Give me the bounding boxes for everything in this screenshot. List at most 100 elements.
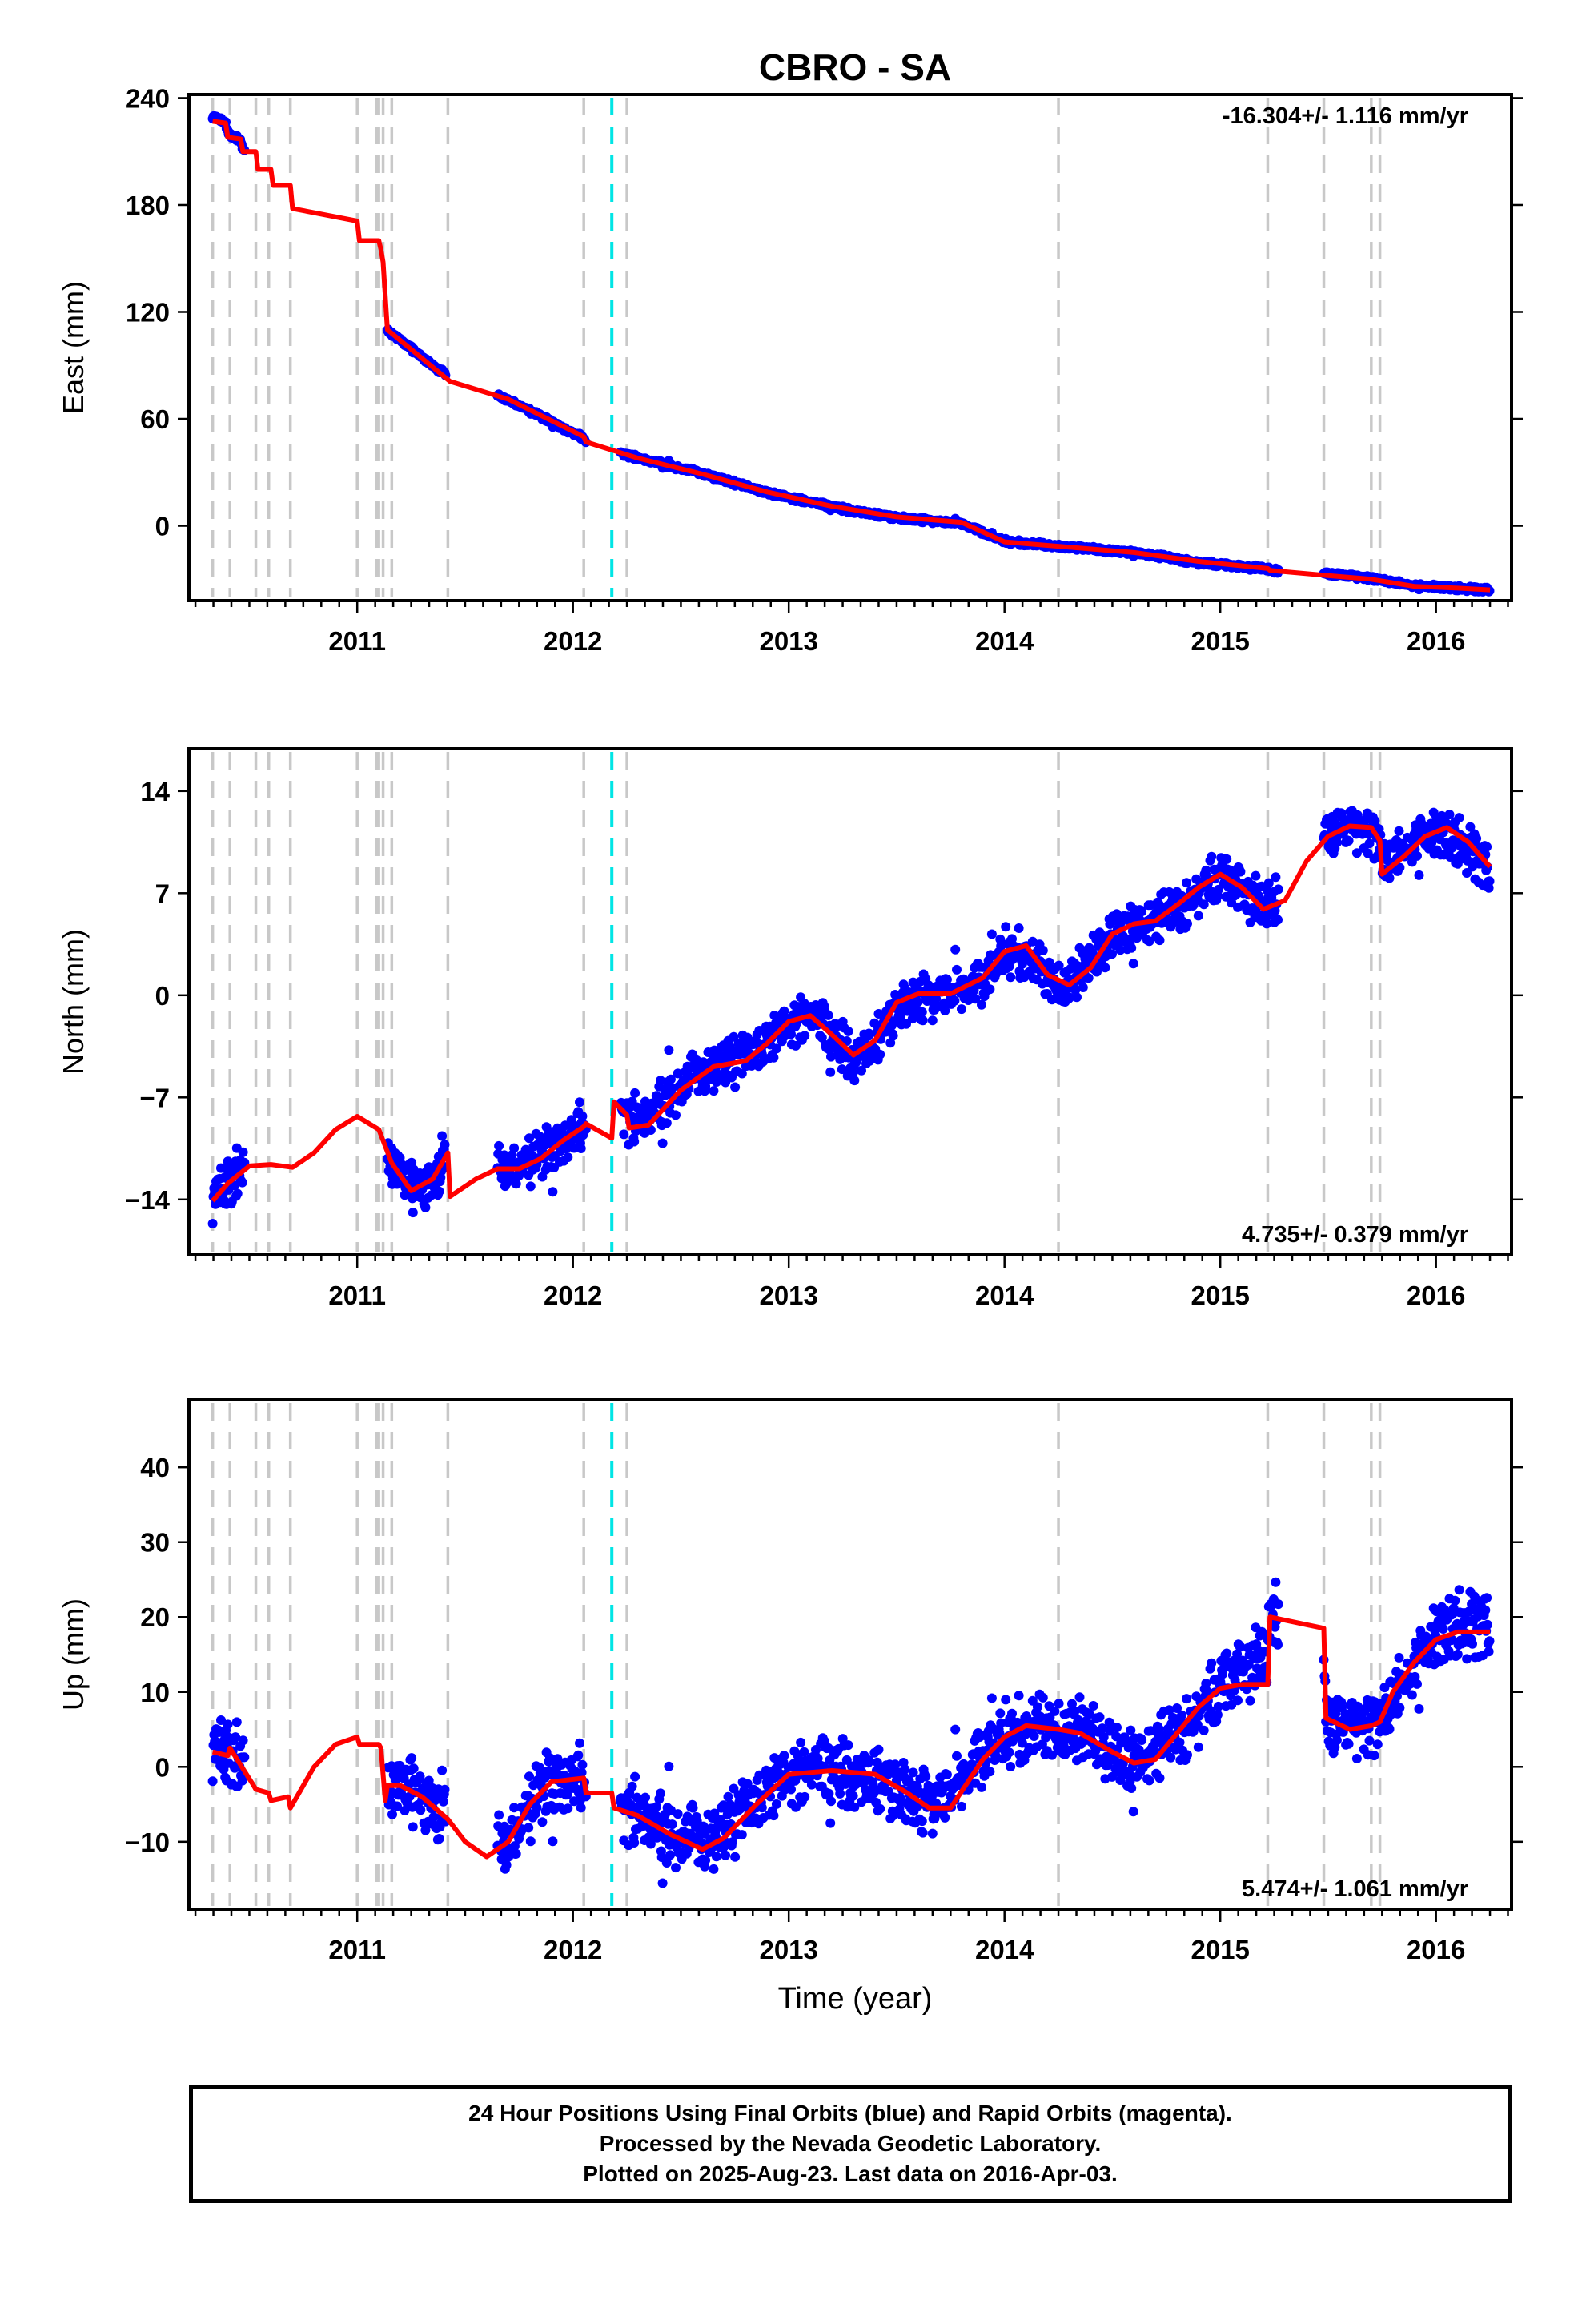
data-point xyxy=(1047,1750,1057,1760)
data-point xyxy=(657,1878,668,1888)
data-point xyxy=(800,1031,810,1041)
data-point xyxy=(1182,1750,1192,1760)
data-point xyxy=(532,1803,542,1813)
data-point xyxy=(950,944,961,955)
data-point xyxy=(420,1202,431,1212)
data-point xyxy=(238,1735,248,1746)
data-point xyxy=(673,1809,683,1819)
y-tick-label: −10 xyxy=(125,1827,170,1857)
data-point xyxy=(408,1822,418,1832)
data-point xyxy=(1014,923,1024,933)
data-point xyxy=(737,1068,747,1079)
data-point xyxy=(656,1788,665,1799)
data-point xyxy=(1164,1705,1174,1715)
data-point xyxy=(1128,1807,1138,1817)
data-point xyxy=(779,1006,789,1016)
data-point xyxy=(966,1759,977,1769)
data-point xyxy=(407,1753,417,1763)
data-point xyxy=(799,1747,809,1757)
data-point xyxy=(786,1029,796,1039)
data-point xyxy=(1124,1769,1134,1779)
data-point xyxy=(1444,810,1455,820)
data-point xyxy=(524,1823,534,1833)
data-point xyxy=(1363,848,1373,858)
data-point xyxy=(908,1767,918,1778)
x-tick-label: 2013 xyxy=(759,1281,817,1310)
data-point xyxy=(408,1208,418,1218)
data-point xyxy=(1154,935,1165,946)
y-axis-label: North (mm) xyxy=(57,929,90,1075)
x-tick-label: 2016 xyxy=(1407,626,1465,656)
data-point xyxy=(843,1026,853,1036)
data-point xyxy=(231,1732,241,1743)
data-point xyxy=(440,1784,450,1795)
data-point xyxy=(667,1819,677,1830)
data-point xyxy=(231,1717,242,1727)
x-axis-label: Time (year) xyxy=(778,1982,933,2016)
data-point xyxy=(576,1144,586,1153)
data-point xyxy=(640,1792,650,1803)
data-point xyxy=(1273,1599,1283,1610)
data-point xyxy=(817,1032,827,1043)
data-point xyxy=(1450,1595,1460,1606)
data-point xyxy=(701,1855,711,1865)
data-point xyxy=(1070,1706,1080,1716)
data-point xyxy=(1454,1585,1464,1595)
data-point xyxy=(437,1131,448,1141)
x-tick-label: 2016 xyxy=(1407,1281,1465,1310)
data-point xyxy=(1128,959,1138,969)
data-point xyxy=(917,1827,928,1838)
data-point xyxy=(1482,1593,1492,1603)
plot-frame xyxy=(187,747,1513,1256)
data-point xyxy=(1407,1690,1417,1700)
data-point xyxy=(1107,949,1117,959)
data-point xyxy=(985,1767,995,1777)
data-point xyxy=(1395,862,1405,873)
data-point xyxy=(1369,1751,1379,1761)
data-point xyxy=(730,1852,741,1862)
data-point xyxy=(848,1791,858,1801)
data-point xyxy=(1007,1708,1017,1719)
data-point xyxy=(671,1863,681,1873)
data-point xyxy=(913,997,923,1007)
data-point xyxy=(524,1133,534,1144)
y-tick-label: 0 xyxy=(155,512,170,541)
data-point xyxy=(665,1074,676,1084)
data-point xyxy=(1072,992,1082,1003)
data-point xyxy=(769,1052,779,1063)
data-point xyxy=(1251,870,1261,881)
data-point xyxy=(434,1834,444,1844)
data-point xyxy=(625,1799,636,1810)
data-point xyxy=(888,1031,898,1041)
data-point xyxy=(1412,850,1422,861)
data-point xyxy=(977,999,986,1010)
data-point xyxy=(657,1138,668,1148)
data-point xyxy=(1213,1701,1223,1711)
velocity-label: 4.735+/- 0.379 mm/yr xyxy=(1242,1222,1468,1248)
data-point xyxy=(664,1761,674,1771)
data-point xyxy=(1067,1699,1077,1709)
data-point xyxy=(825,1067,836,1077)
x-tick-label: 2015 xyxy=(1191,1281,1249,1310)
x-tick-label: 2014 xyxy=(975,626,1034,656)
data-point xyxy=(438,1796,448,1807)
data-point xyxy=(688,1803,698,1813)
data-point xyxy=(1172,1703,1182,1713)
data-point xyxy=(1126,1783,1137,1793)
data-point xyxy=(757,1803,767,1813)
data-point xyxy=(1212,1710,1223,1720)
y-tick-label: 40 xyxy=(140,1453,170,1482)
data-point xyxy=(837,1064,847,1075)
data-point xyxy=(1218,1669,1227,1679)
data-point xyxy=(1126,943,1137,953)
y-tick-label: 120 xyxy=(126,297,170,327)
data-point xyxy=(416,1805,426,1815)
data-point xyxy=(1468,1638,1477,1649)
data-point xyxy=(942,975,952,985)
data-point xyxy=(875,1049,885,1059)
data-point xyxy=(1484,876,1495,887)
data-point xyxy=(873,1744,884,1755)
data-point xyxy=(494,1810,504,1820)
data-point xyxy=(927,1015,938,1026)
data-point xyxy=(826,1796,836,1807)
